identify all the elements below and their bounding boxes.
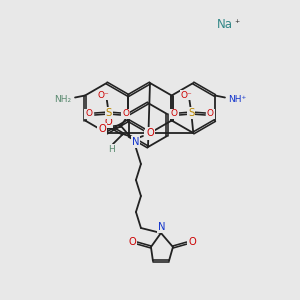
Text: O: O <box>104 117 112 127</box>
Text: O: O <box>85 110 92 118</box>
Text: O: O <box>146 128 154 138</box>
Text: S: S <box>188 108 194 118</box>
Text: O: O <box>171 110 178 118</box>
Text: NH⁺: NH⁺ <box>228 95 246 104</box>
Text: O: O <box>207 110 214 118</box>
Text: O: O <box>188 237 196 247</box>
Text: Na: Na <box>217 17 233 31</box>
Text: ⁺: ⁺ <box>234 19 240 29</box>
Text: H: H <box>145 130 151 140</box>
Text: N: N <box>158 222 166 232</box>
Text: N: N <box>132 137 140 147</box>
Text: S: S <box>106 108 112 118</box>
Text: O⁻: O⁻ <box>98 91 109 100</box>
Text: H: H <box>109 145 115 154</box>
Text: O: O <box>128 237 136 247</box>
Text: NH₂: NH₂ <box>55 95 72 104</box>
Text: O⁻: O⁻ <box>180 91 192 100</box>
Text: O: O <box>98 124 106 134</box>
Text: O: O <box>122 110 129 118</box>
